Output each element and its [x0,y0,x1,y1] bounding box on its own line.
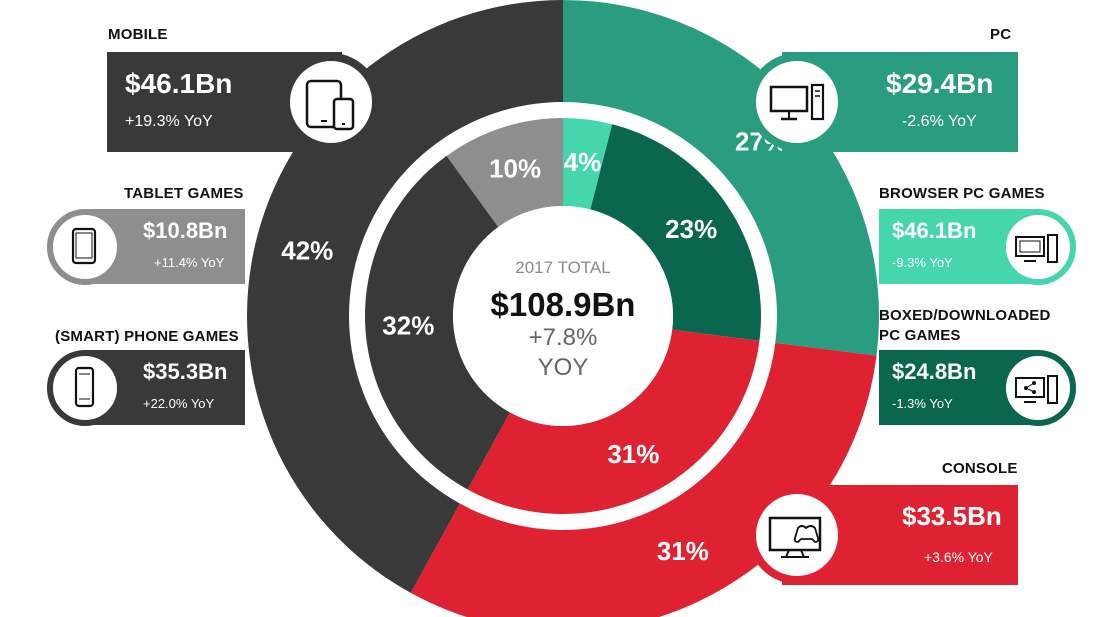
download-pc-icon [1000,350,1076,426]
mobile-header: MOBILE [108,26,168,43]
outer-slice-pc [563,0,879,356]
inner-slice-boxed-downloaded-pc-games [590,124,761,341]
outer-slice-label: 42% [281,235,333,265]
smartphone-icon [47,350,123,426]
inner-slice-tablet-games [446,118,563,228]
outer-slice-label: 31% [657,536,709,566]
center-disc [453,206,673,426]
tablet-yoy: +11.4% YoY [154,255,225,270]
center-growth-unit: YOY [537,354,589,381]
browser-yoy: -9.3% YoY [892,255,953,270]
tablet-value: $10.8Bn [143,218,228,243]
boxed-header-line1: BOXED/DOWNLOADED [879,307,1051,324]
inner-slice-label: 10% [489,154,541,184]
mobile-yoy: +19.3% YoY [125,113,213,130]
tablet-header: TABLET GAMES [124,185,244,202]
inner-slice-label: 32% [382,311,434,341]
browser-pc-icon [1000,209,1076,285]
phone-header: (SMART) PHONE GAMES [55,328,239,345]
console-value: $33.5Bn [902,501,1002,531]
center-growth: +7.8% [528,324,598,351]
inner-slice-label: 23% [665,214,717,244]
phone-yoy: +22.0% YoY [143,396,215,411]
boxed-yoy: -1.3% YoY [892,396,953,411]
center-total-label: 2017 TOTAL [515,258,611,277]
inner-slice-label: 4% [564,147,602,177]
desktop-pc-icon [748,53,846,151]
tablet-icon [47,209,123,285]
phone-value: $35.3Bn [143,359,228,384]
inner-slice-browser-pc-games [563,118,613,210]
console-yoy: +3.6% YoY [924,549,993,565]
mobile-value: $46.1Bn [125,68,233,99]
boxed-value: $24.8Bn [892,359,977,384]
boxed-header-line2: PC GAMES [879,327,961,344]
console-tv-icon [748,486,846,584]
center-total-value: $108.9Bn [490,286,636,323]
browser-value: $46.1Bn [892,218,977,243]
inner-slice-label: 31% [607,439,659,469]
mobile-devices-icon [282,53,380,151]
inner-slice-console [467,329,760,514]
inner-slice-smart-phone-games [364,155,511,490]
browser-header: BROWSER PC GAMES [879,185,1045,202]
console-header: CONSOLE [942,460,1018,477]
pc-header: PC [990,26,1012,43]
pc-yoy: -2.6% YoY [902,113,977,130]
pc-value: $29.4Bn [886,68,994,99]
